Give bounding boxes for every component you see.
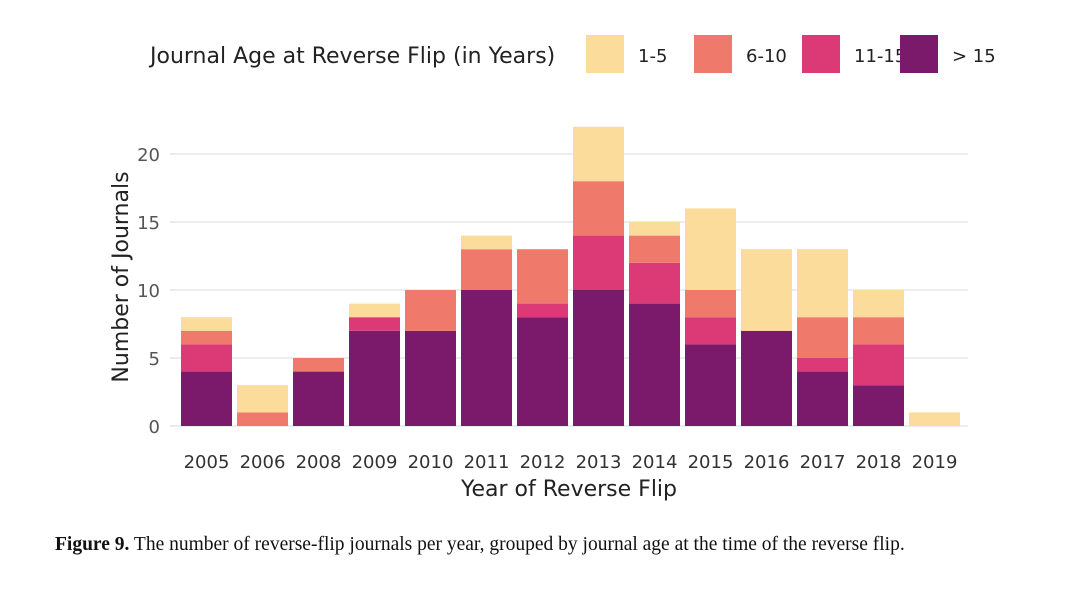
- figure-label: Figure 9.: [55, 534, 130, 555]
- figure-caption: Figure 9. The number of reverse-flip jou…: [55, 529, 1035, 560]
- bar-segment-2016-15: [741, 330, 792, 426]
- bar-segment-2008-15: [293, 371, 344, 426]
- bar-segment-2015-1115: [685, 317, 736, 345]
- y-tick-label: 5: [149, 349, 160, 370]
- bar-segment-2006-15: [237, 385, 288, 413]
- x-tick-label: 2009: [352, 452, 398, 473]
- bar-segment-2019-15: [909, 412, 960, 426]
- bar-segment-2005-1115: [181, 344, 232, 372]
- bar-segment-2010-15: [405, 330, 456, 426]
- y-tick-label: 0: [149, 417, 160, 438]
- x-tick-label: 2012: [520, 452, 566, 473]
- bar-segment-2013-1115: [573, 235, 624, 290]
- bar-segment-2017-15: [797, 371, 848, 426]
- y-axis-label: Number of Journals: [109, 171, 134, 382]
- bar-segment-2013-15: [573, 290, 624, 426]
- bar-segment-2018-15: [853, 385, 904, 426]
- y-tick-label: 20: [137, 145, 160, 166]
- x-tick-label: 2019: [912, 452, 958, 473]
- x-tick-label: 2013: [576, 452, 622, 473]
- bar-segment-2012-1115: [517, 303, 568, 318]
- x-axis-ticks: 2005 2006 2008 2009 2010 2011 2012 2013 2014 2015…: [184, 452, 958, 473]
- y-tick-label: 15: [137, 213, 160, 234]
- y-axis-ticks: 0 5 10 15 20: [137, 145, 160, 438]
- x-tick-label: 2006: [240, 452, 286, 473]
- x-tick-label: 2015: [688, 452, 734, 473]
- bar-segment-2012-610: [517, 249, 568, 304]
- bar-segment-2018-1115: [853, 344, 904, 386]
- legend-label: 1-5: [638, 46, 667, 67]
- bar-segment-2005-15: [181, 317, 232, 331]
- bar-segment-2011-15: [461, 235, 512, 250]
- legend-swatch: [802, 35, 840, 73]
- bar-segment-2018-15: [853, 290, 904, 318]
- legend-swatch: [586, 35, 624, 73]
- y-tick-label: 10: [137, 281, 160, 302]
- bar-segment-2015-15: [685, 344, 736, 426]
- bar-segment-2017-1115: [797, 358, 848, 372]
- bar-segment-2017-15: [797, 249, 848, 318]
- x-tick-label: 2005: [184, 452, 230, 473]
- x-tick-label: 2018: [856, 452, 902, 473]
- bar-segment-2014-1115: [629, 262, 680, 304]
- bar-segment-2015-610: [685, 290, 736, 318]
- bar-segment-2014-610: [629, 235, 680, 263]
- legend: 1-5 6-10 11-15 > 15: [586, 35, 996, 73]
- bar-segment-2006-610: [237, 412, 288, 426]
- x-tick-label: 2014: [632, 452, 678, 473]
- stacked-bar-chart: 0 5 10 15 20 2005 2006 2008 2009 2010 2011 2012 201…: [109, 35, 996, 502]
- bar-segment-2011-15: [461, 290, 512, 426]
- legend-swatch: [694, 35, 732, 73]
- bar-segment-2013-610: [573, 181, 624, 236]
- bar-segment-2009-1115: [349, 317, 400, 331]
- bar-segment-2017-610: [797, 317, 848, 358]
- bar-segment-2018-610: [853, 317, 904, 345]
- x-tick-label: 2008: [296, 452, 342, 473]
- x-tick-label: 2016: [744, 452, 790, 473]
- bar-segment-2013-15: [573, 126, 624, 182]
- legend-label: 6-10: [746, 46, 787, 67]
- bar-segment-2016-15: [741, 249, 792, 331]
- bars: [181, 126, 960, 426]
- legend-label: 11-15: [854, 46, 906, 67]
- bar-segment-2009-15: [349, 330, 400, 426]
- bar-segment-2015-15: [685, 208, 736, 290]
- bar-segment-2011-610: [461, 249, 512, 290]
- x-tick-label: 2017: [800, 452, 846, 473]
- legend-title: Journal Age at Reverse Flip (in Years): [148, 44, 555, 69]
- bar-segment-2008-610: [293, 358, 344, 372]
- bar-segment-2005-15: [181, 371, 232, 426]
- legend-swatch: [900, 35, 938, 73]
- bar-segment-2009-15: [349, 303, 400, 318]
- x-tick-label: 2010: [408, 452, 454, 473]
- bar-segment-2005-610: [181, 330, 232, 345]
- bar-segment-2012-15: [517, 317, 568, 426]
- bar-segment-2010-610: [405, 290, 456, 331]
- bar-segment-2014-15: [629, 222, 680, 236]
- legend-label: > 15: [952, 46, 996, 67]
- gridlines: [170, 153, 968, 427]
- x-axis-label: Year of Reverse Flip: [460, 477, 677, 502]
- bar-segment-2014-15: [629, 303, 680, 426]
- caption-text: The number of reverse-flip journals per …: [129, 534, 905, 555]
- x-tick-label: 2011: [464, 452, 510, 473]
